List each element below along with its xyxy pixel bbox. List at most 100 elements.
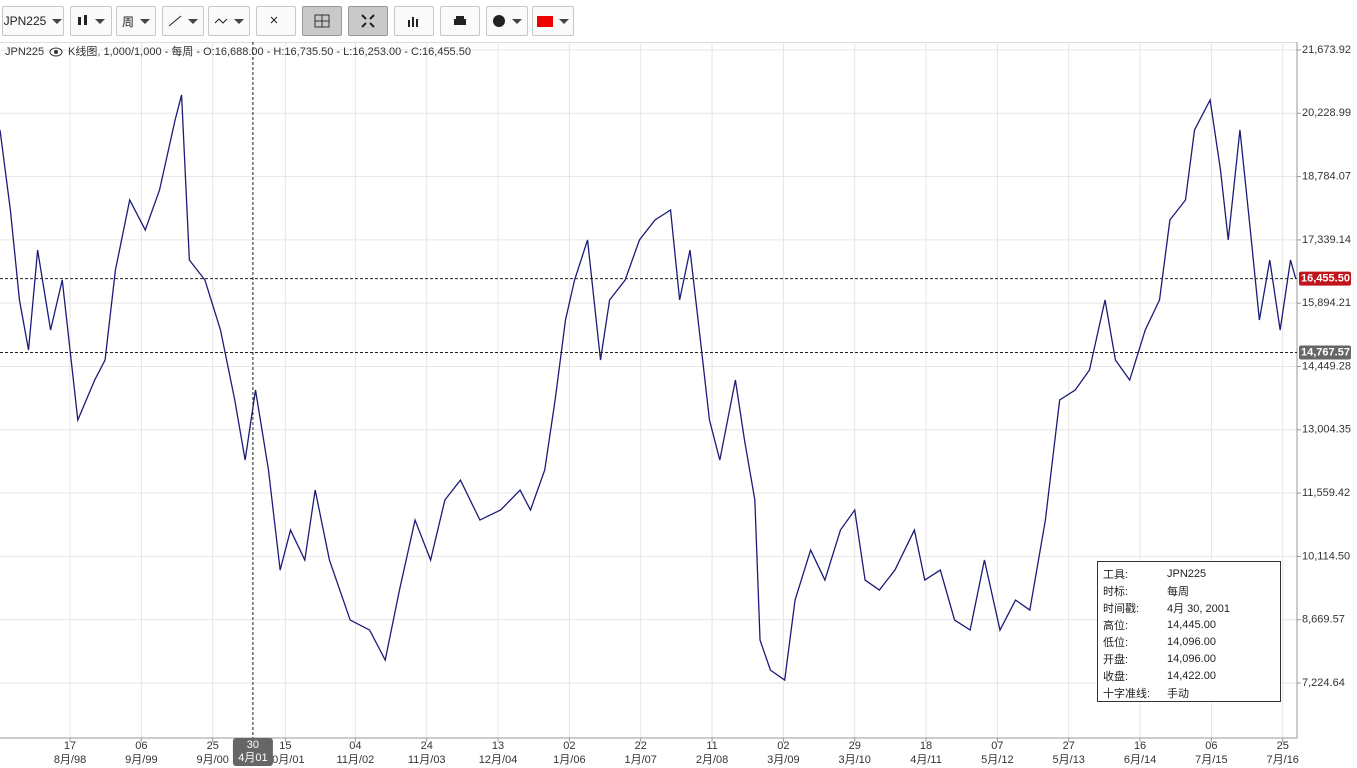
color-button[interactable]	[486, 6, 528, 36]
x-tick-month: 11月/02	[337, 754, 375, 766]
volume-icon	[408, 17, 418, 27]
x-tick-month: 2月/08	[696, 754, 728, 766]
info-key: 高位:	[1103, 619, 1129, 632]
chart-title: K线图, 1,000/1,000 - 每周 - O:16,688.00 - H:…	[68, 44, 471, 58]
info-key: 十字准线:	[1103, 687, 1151, 700]
info-key: 开盘:	[1103, 653, 1129, 666]
grid-icon	[314, 14, 330, 28]
grid-toggle[interactable]	[302, 6, 342, 36]
info-value: 每周	[1167, 585, 1189, 598]
x-tick-month: 11月/03	[408, 754, 446, 766]
symbol-text: JPN225	[3, 14, 47, 28]
info-value: 14,096.00	[1167, 652, 1216, 665]
info-value: 14,096.00	[1167, 635, 1216, 648]
chart-symbol: JPN225	[5, 46, 44, 58]
x-tick-month: 7月/16	[1267, 754, 1299, 766]
x-tick-month: 1月/07	[625, 754, 657, 766]
info-row: 开盘: 14,096.00	[1103, 650, 1275, 667]
info-key: 时标:	[1103, 585, 1129, 598]
period-text: 周	[121, 14, 134, 29]
candle-icon	[78, 15, 87, 25]
visibility-icon[interactable]	[49, 47, 63, 57]
info-key: 工具:	[1103, 568, 1129, 581]
x-tick-month: 7月/15	[1195, 754, 1227, 766]
x-tick-label: 22	[635, 740, 647, 752]
x-tick-month: 5月/12	[981, 754, 1013, 766]
x-tick-label: 17	[64, 740, 76, 752]
y-tick-label: 18,784.07	[1302, 170, 1351, 182]
volume-button[interactable]	[394, 6, 434, 36]
info-row: 工具: JPN225	[1103, 565, 1275, 582]
y-tick-label: 17,339.14	[1302, 234, 1351, 246]
x-tick-month: 5月/13	[1053, 754, 1085, 766]
x-tick-label: 25	[207, 740, 219, 752]
line-tool-button[interactable]	[162, 6, 204, 36]
x-tick-label: 25	[1277, 740, 1289, 752]
x-tick-label: 02	[563, 740, 575, 752]
info-key: 时间戳:	[1103, 602, 1140, 615]
fullscreen-toggle[interactable]	[348, 6, 388, 36]
last-price-badge	[1299, 271, 1351, 286]
x-tick-label: 06	[135, 740, 147, 752]
period-select[interactable]: 周	[116, 6, 156, 36]
flag-icon	[537, 15, 553, 27]
last-price-label: 16,455.50	[1301, 272, 1350, 284]
info-value: JPN225	[1167, 567, 1207, 580]
grid	[0, 42, 1297, 738]
print-icon	[454, 16, 466, 25]
y-tick-label: 13,004.35	[1302, 424, 1351, 436]
x-tick-month: 8月/98	[54, 754, 86, 766]
info-row: 收盘: 14,422.00	[1103, 667, 1275, 684]
palette-icon	[493, 15, 505, 27]
x-tick-label: 04	[349, 740, 361, 752]
crosshair-x-badge	[232, 738, 273, 766]
x-tick-label: 29	[849, 740, 861, 752]
info-row: 低位: 14,096.00	[1103, 633, 1275, 650]
y-tick-label: 15,894.21	[1302, 297, 1351, 309]
x-tick-month: 3月/10	[839, 754, 871, 766]
fullscreen-icon	[361, 14, 375, 28]
info-value: 14,422.00	[1167, 669, 1216, 682]
language-button[interactable]	[532, 6, 574, 36]
x-tick-month: 10月/01	[266, 754, 305, 766]
x-tick-label: 02	[777, 740, 789, 752]
x-tick-label: 06	[1205, 740, 1217, 752]
info-row: 时标: 每周	[1103, 582, 1275, 599]
line-icon	[168, 15, 182, 27]
price-line	[0, 94, 1297, 682]
y-tick-label: 20,228.99	[1302, 107, 1351, 119]
x-tick-month: 12月/04	[479, 754, 518, 766]
indicator-icon	[214, 18, 228, 24]
info-value: 4月 30, 2001	[1167, 602, 1230, 615]
y-tick-label: 8,669.57	[1302, 614, 1345, 626]
x-tick-month: 3月/09	[767, 754, 799, 766]
info-key: 低位:	[1103, 636, 1129, 649]
clear-button[interactable]	[256, 6, 296, 36]
info-row: 高位: 14,445.00	[1103, 616, 1275, 633]
x-tick-month: 6月/14	[1124, 754, 1156, 766]
x-tick-month: 4月/11	[910, 754, 942, 766]
info-row: 时间戳: 4月 30, 2001	[1103, 599, 1275, 616]
x-tick-label: 24	[421, 740, 433, 752]
print-button[interactable]	[440, 6, 480, 36]
info-value: 手动	[1167, 687, 1189, 700]
y-tick-label: 7,224.64	[1302, 677, 1345, 689]
x-tick-label: 13	[492, 740, 504, 752]
chart-type-button[interactable]	[70, 6, 112, 36]
symbol-select[interactable]: JPN225	[2, 6, 64, 36]
x-tick-label: 11	[706, 740, 717, 752]
crosshair-x-label: 30	[247, 739, 259, 751]
info-key: 收盘:	[1103, 670, 1129, 683]
x-tick-label: 07	[991, 740, 1003, 752]
y-axis-panel	[1297, 42, 1357, 768]
y-tick-label: 11,559.42	[1302, 487, 1350, 499]
indicator-button[interactable]	[208, 6, 250, 36]
x-tick-label: 18	[920, 740, 932, 752]
crosshair-x-sublabel: 4月01	[238, 752, 267, 764]
y-tick-label: 10,114.50	[1302, 550, 1350, 562]
chart: JPN225 K线图, 1,000/1,000 - 每周 - O:16,688.…	[0, 42, 1357, 768]
clear-icon	[270, 16, 278, 24]
info-row: 十字准线: 手动	[1103, 684, 1275, 701]
crosshair-price-label: 14,767.57	[1301, 346, 1350, 358]
